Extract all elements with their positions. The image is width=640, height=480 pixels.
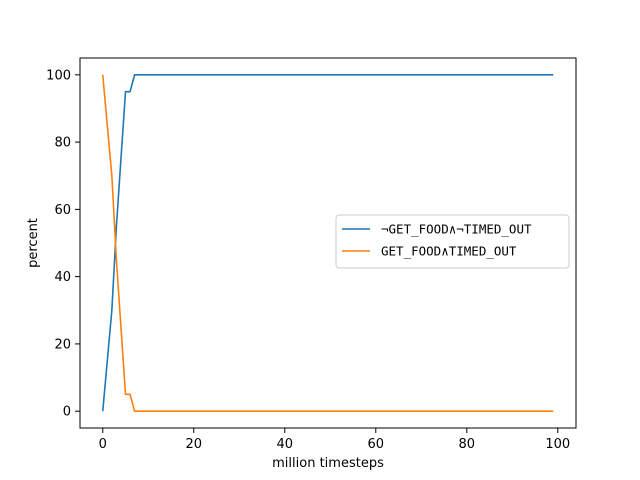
y-tick-label: 100	[46, 68, 71, 83]
plot-frame	[79, 57, 577, 429]
legend-label-1: ¬GET_FOOD∧¬TIMED_OUT	[381, 222, 532, 237]
y-axis-label: percent	[26, 218, 41, 268]
x-tick-label: 40	[276, 437, 293, 452]
y-tick-label: 20	[54, 337, 71, 352]
y-axis-ticks: 0 20 40 60 80 100	[46, 68, 80, 420]
plot-area	[79, 57, 577, 429]
series-line-1	[101, 74, 554, 412]
legend-label-2: GET_FOOD∧TIMED_OUT	[381, 244, 517, 259]
x-tick-label: 100	[545, 437, 570, 452]
x-tick-label: 0	[99, 437, 107, 452]
x-tick-label: 20	[185, 437, 202, 452]
y-tick-label: 40	[54, 270, 71, 285]
x-tick-label: 60	[368, 437, 385, 452]
y-tick-label: 0	[63, 405, 71, 420]
y-tick-label: 60	[54, 203, 71, 218]
x-axis-label: million timesteps	[272, 456, 384, 471]
series-line-2	[101, 74, 554, 412]
legend-box	[335, 214, 570, 269]
legend: ¬GET_FOOD∧¬TIMED_OUT GET_FOOD∧TIMED_OUT	[335, 214, 570, 269]
y-tick-label: 80	[54, 136, 71, 151]
x-axis-ticks: 0 20 40 60 80 100	[99, 428, 570, 452]
x-tick-label: 80	[459, 437, 476, 452]
